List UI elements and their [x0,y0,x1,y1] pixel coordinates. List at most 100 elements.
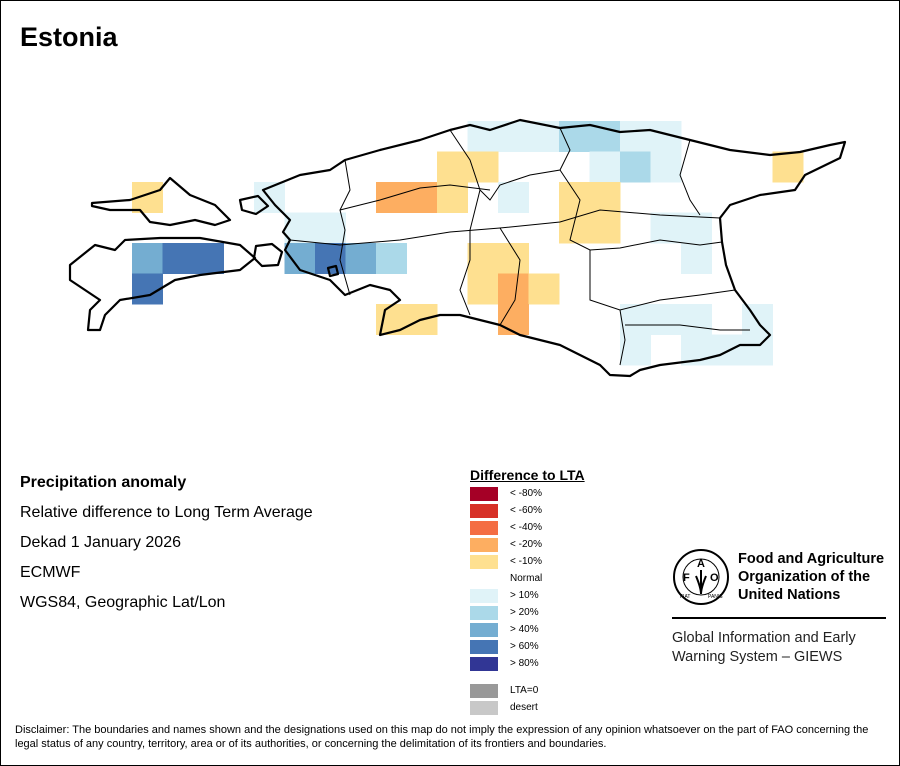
anomaly-cell [772,151,804,183]
legend-swatch [470,606,498,620]
anomaly-cell [193,243,224,274]
anomaly-cell [620,151,651,183]
legend-swatch [470,623,498,637]
legend-item: < -40% [470,521,670,536]
legend-item: < -20% [470,538,670,553]
anomaly-cell [498,304,529,335]
anomaly-cell [437,151,468,183]
legend-swatch [470,555,498,569]
giews-line2: Warning System – GIEWS [672,649,843,665]
legend-swatch [470,487,498,501]
legend-item: Normal [470,572,670,587]
legend-item: < -80% [470,487,670,502]
fao-name-line2: Organization of the [738,569,871,585]
legend-swatch [470,521,498,535]
estonia-map [68,118,847,378]
giews-label: Global Information and Early Warning Sys… [672,629,856,667]
legend-label: Normal [510,573,543,584]
svg-text:PANIS: PANIS [708,594,723,600]
kihnu-outline [326,264,340,278]
anomaly-cell [437,182,468,213]
legend-label: < -20% [510,539,542,550]
disclaimer: Disclaimer: The boundaries and names sho… [15,724,869,750]
fao-name-line3: United Nations [738,587,841,603]
legend-label: > 60% [510,641,539,652]
legend-label: < -10% [510,556,542,567]
fao-name-line1: Food and Agriculture [738,551,885,567]
anomaly-cell [498,273,529,305]
anomaly-cell [376,182,407,213]
anomaly-cell [589,212,621,244]
county-boundaries [289,127,750,366]
info-line2: Dekad 1 January 2026 [20,534,181,551]
map-title: Estonia [20,22,118,52]
anomaly-cell [742,334,773,366]
legend-swatch [470,701,498,715]
legend-label: > 10% [510,590,539,601]
legend-title: Difference to LTA [470,467,585,483]
anomaly-cell [467,273,499,305]
legend-swatch [470,538,498,552]
svg-text:A: A [697,558,705,570]
info-line4: WGS84, Geographic Lat/Lon [20,594,226,611]
legend-item: < -10% [470,555,670,570]
anomaly-cell [620,121,651,152]
anomaly-cell [681,243,712,274]
anomaly-cell [589,182,621,213]
legend-swatch [470,504,498,518]
anomaly-cell [132,243,163,274]
anomaly-cell [132,273,163,305]
anomaly-cell [681,304,712,335]
info-line1: Relative difference to Long Term Average [20,504,313,521]
legend-label: < -80% [510,488,542,499]
svg-text:FIAT: FIAT [680,594,690,600]
hiiumaa-outline [90,176,232,227]
saaremaa-outline [68,236,257,332]
coastline [68,118,847,378]
anomaly-cell [498,243,529,274]
anomaly-cell [650,304,682,335]
legend-swatch [470,657,498,671]
anomaly-cell [711,334,743,366]
info-heading: Precipitation anomaly [20,474,187,491]
legend-item: > 40% [470,623,670,638]
vormsi-outline [238,194,270,216]
legend-item: desert [470,701,670,716]
giews-line1: Global Information and Early [672,630,856,646]
muhu-outline [252,242,284,268]
legend-item: > 80% [470,657,670,672]
fao-logo: F A O FIAT PANIS [673,549,729,605]
anomaly-cell [376,243,407,274]
divider [672,617,886,619]
legend-item: > 10% [470,589,670,604]
legend-label: < -60% [510,505,542,516]
legend-label: > 40% [510,624,539,635]
mainland-outline [261,118,847,378]
fao-name: Food and Agriculture Organization of the… [738,550,884,604]
legend-item: > 60% [470,640,670,655]
svg-text:O: O [710,572,719,584]
anomaly-cell [162,243,194,274]
legend-label: > 20% [510,607,539,618]
legend-swatch [470,589,498,603]
anomaly-cell [559,182,590,213]
legend-label: LTA=0 [510,685,539,696]
legend-swatch [470,684,498,698]
legend-item: > 20% [470,606,670,621]
anomaly-cell [650,151,682,183]
anomaly-cell [315,243,346,274]
anomaly-cell [467,243,499,274]
legend-label: > 80% [510,658,539,669]
anomaly-cell [589,151,621,183]
info-line3: ECMWF [20,564,81,581]
svg-text:F: F [683,572,690,584]
anomaly-cell [345,243,377,274]
legend-swatch [470,640,498,654]
legend-item: < -60% [470,504,670,519]
legend-label: desert [510,702,538,713]
anomaly-cell [315,212,346,244]
anomaly-cell [528,273,560,305]
legend-label: < -40% [510,522,542,533]
legend-item: LTA=0 [470,684,670,699]
anomaly-cell [650,212,682,244]
